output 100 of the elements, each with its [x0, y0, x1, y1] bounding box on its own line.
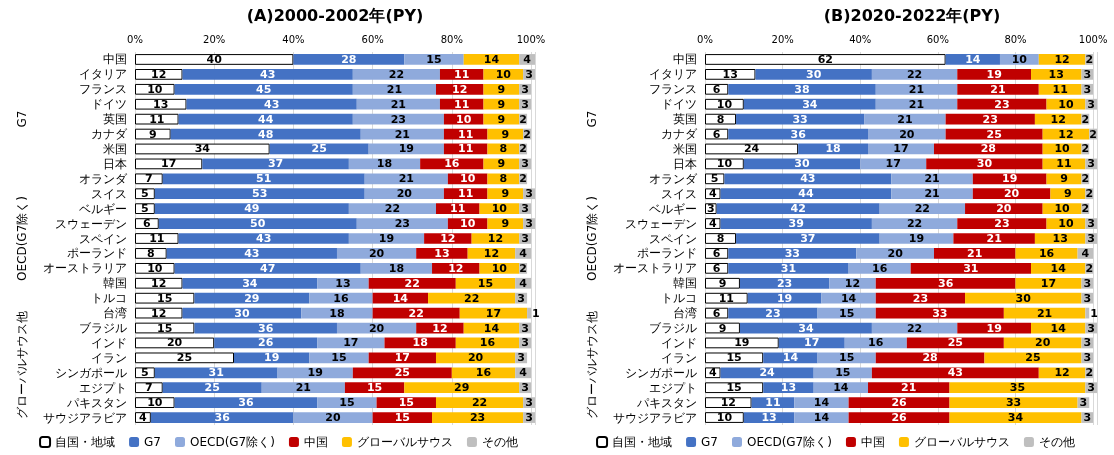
y-tick-label: スイス	[91, 186, 127, 201]
y-tick-label: インド	[91, 335, 127, 350]
data-label: 25	[986, 127, 1002, 141]
data-label: 2	[519, 112, 527, 126]
data-label: 2	[1081, 202, 1090, 216]
bar	[178, 233, 349, 244]
data-label: 31	[963, 261, 979, 275]
data-label: 4	[708, 187, 717, 201]
data-label: 45	[256, 82, 272, 96]
data-label: 6	[712, 246, 721, 260]
data-label: 15	[398, 396, 414, 410]
data-label: 9	[497, 112, 506, 126]
bar	[135, 143, 270, 155]
data-label: 12	[151, 306, 167, 320]
data-label: 22	[384, 202, 401, 216]
bar	[875, 277, 1016, 289]
data-label: 3	[521, 321, 529, 335]
bar	[794, 412, 849, 423]
data-label: 21	[295, 381, 311, 395]
y-tick-label: 韓国	[103, 276, 127, 291]
bar	[848, 397, 950, 408]
bar	[720, 218, 872, 229]
bar	[864, 113, 946, 125]
legend-label: 自国・地域	[612, 435, 673, 449]
data-label: 62	[817, 52, 833, 66]
bar	[910, 262, 1032, 274]
data-label: 2	[523, 127, 531, 141]
bar	[1050, 188, 1086, 200]
bar	[234, 352, 310, 364]
data-label: 34	[1007, 411, 1024, 425]
data-label: 4	[1081, 246, 1090, 260]
bar	[933, 248, 1016, 259]
data-label: 43	[947, 366, 963, 380]
data-label: 6	[712, 261, 721, 275]
y-tick-label: 英国	[103, 112, 127, 127]
x-tick-label: 80%	[440, 33, 463, 45]
data-label: 22	[906, 321, 923, 335]
bar	[957, 98, 1047, 110]
data-label: 7	[145, 381, 153, 395]
data-label: 21	[924, 187, 940, 201]
data-label: 3	[521, 202, 529, 216]
data-label: 28	[922, 351, 938, 365]
data-label: 23	[390, 112, 407, 126]
data-label: 12	[487, 232, 504, 245]
data-label: 9	[501, 127, 510, 141]
y-tick-label: サウジアラビア	[613, 410, 697, 425]
bar	[182, 69, 353, 80]
data-label: 18	[825, 142, 841, 156]
y-tick-label: シンガポール	[625, 365, 697, 380]
data-label: 12	[1054, 366, 1070, 380]
y-tick-label: 日本	[103, 156, 127, 171]
bar	[135, 337, 215, 349]
data-label: 53	[252, 187, 268, 201]
data-label: 16	[872, 261, 888, 275]
bar	[705, 337, 779, 349]
data-label: 9	[497, 82, 506, 96]
bar	[794, 397, 849, 408]
data-label: 21	[398, 172, 414, 186]
data-label: 23	[994, 217, 1010, 231]
y-tick-label: フランス	[79, 82, 127, 97]
bar	[158, 218, 357, 229]
x-tick-label: 0%	[127, 33, 143, 45]
data-label: 49	[244, 202, 260, 216]
data-label: 23	[394, 217, 410, 231]
data-label: 19	[734, 336, 750, 350]
data-label: 21	[990, 82, 1006, 96]
bar	[953, 233, 1035, 244]
data-label: 2	[1081, 172, 1090, 186]
data-label: 8	[147, 246, 155, 260]
bar	[705, 277, 740, 289]
data-label: 16	[868, 336, 884, 350]
y-tick-label: パキスタン	[66, 395, 127, 410]
data-label: 2	[519, 142, 527, 156]
data-label: 43	[800, 172, 816, 186]
y-tick-label: ベルギー	[649, 201, 697, 216]
data-label: 33	[792, 112, 808, 126]
data-label: 20	[325, 411, 342, 425]
y-tick-label: トルコ	[91, 291, 127, 306]
data-label: 30	[1015, 291, 1032, 305]
legend-label: 中国	[303, 435, 328, 449]
bar	[135, 54, 294, 65]
y-tick-label: 米国	[103, 141, 127, 156]
bar	[875, 292, 966, 304]
data-label: 3	[1087, 381, 1096, 395]
y-tick-label: オランダ	[79, 171, 128, 186]
y-tick-label: 台湾	[673, 306, 697, 321]
data-label: 17	[893, 142, 909, 156]
data-label: 20	[166, 336, 183, 350]
data-label: 2	[1085, 366, 1094, 380]
bar	[435, 397, 524, 408]
data-label: 13	[780, 381, 797, 395]
bar	[720, 188, 892, 200]
y-tick-label: トルコ	[661, 291, 697, 306]
bar	[432, 412, 524, 423]
data-label: 39	[788, 217, 804, 231]
data-label: 16	[333, 291, 349, 305]
bar	[135, 352, 235, 364]
data-label: 25	[394, 366, 410, 380]
bar	[356, 98, 440, 110]
bar	[364, 173, 448, 185]
